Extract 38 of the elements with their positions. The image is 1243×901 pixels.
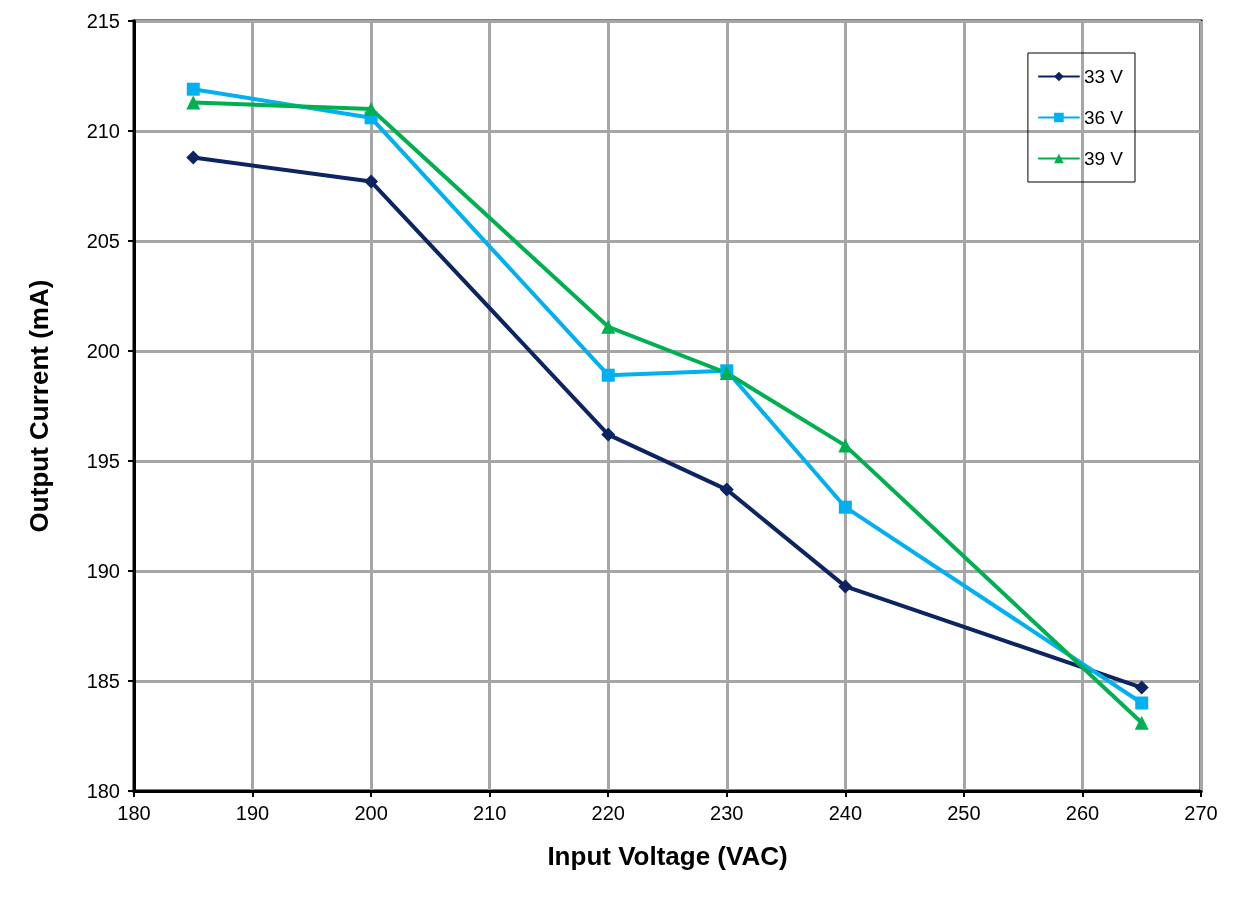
y-tick-label: 215 xyxy=(86,10,120,32)
point xyxy=(364,102,379,116)
y-tick-label: 190 xyxy=(86,560,120,582)
y-axis-title: Output Current (mA) xyxy=(24,279,54,533)
y-tick-label: 200 xyxy=(86,340,120,362)
legend-label: 36 V xyxy=(1083,107,1124,128)
point xyxy=(1135,696,1149,710)
point xyxy=(364,174,379,189)
point xyxy=(838,438,853,453)
x-tick-label: 220 xyxy=(591,802,625,824)
legend-label: 39 V xyxy=(1083,148,1124,169)
point xyxy=(186,82,200,96)
x-axis-title: Input Voltage (VAC) xyxy=(547,841,788,871)
x-tick-label: 260 xyxy=(1065,802,1100,824)
point xyxy=(186,150,201,165)
x-tick-label: 190 xyxy=(235,802,270,824)
point xyxy=(1134,715,1149,730)
x-tick-label: 270 xyxy=(1184,802,1218,824)
x-tick-label: 210 xyxy=(472,802,507,824)
y-tick-label: 180 xyxy=(86,780,120,802)
y-tick-label: 205 xyxy=(86,230,120,252)
point xyxy=(1134,680,1149,695)
x-tick-label: 250 xyxy=(947,802,981,824)
point xyxy=(838,500,852,514)
x-tick-label: 200 xyxy=(354,802,388,824)
x-tick-label: 240 xyxy=(828,802,863,824)
point xyxy=(601,368,615,382)
point xyxy=(838,579,853,594)
y-tick-label: 195 xyxy=(86,450,120,472)
legend-label: 33 V xyxy=(1083,66,1124,87)
point xyxy=(601,427,616,442)
y-tick-label: 210 xyxy=(86,120,120,142)
point xyxy=(719,482,734,497)
y-tick-label: 185 xyxy=(86,670,120,692)
point xyxy=(601,319,616,334)
x-tick-label: 180 xyxy=(117,802,151,824)
point xyxy=(186,95,201,110)
x-tick-label: 230 xyxy=(710,802,744,824)
